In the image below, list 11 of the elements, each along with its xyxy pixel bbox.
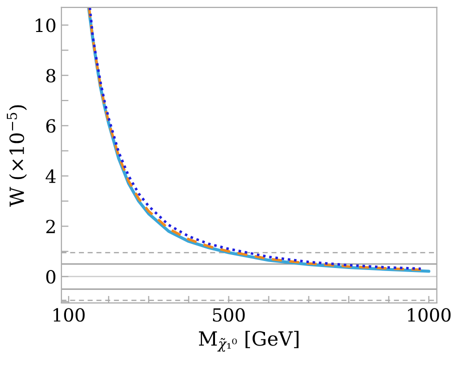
x-axis-title: M$_{χ̃₁⁰}$ [GeV] (198, 330, 298, 352)
y-tick-label: 2 (46, 220, 55, 234)
x-tick-label: 1000 (408, 308, 451, 322)
x-tick-label: 100 (54, 308, 85, 322)
x-tick-label: 500 (213, 308, 245, 322)
y-axis-title: W (×10$^{−5}$) (6, 105, 27, 207)
y-tick-label: 6 (46, 119, 56, 133)
y-tick-label: 4 (46, 169, 56, 183)
y-tick-label: 0 (46, 270, 56, 284)
y-tick-label: 8 (46, 68, 56, 82)
y-tick-label: 10 (36, 18, 56, 32)
